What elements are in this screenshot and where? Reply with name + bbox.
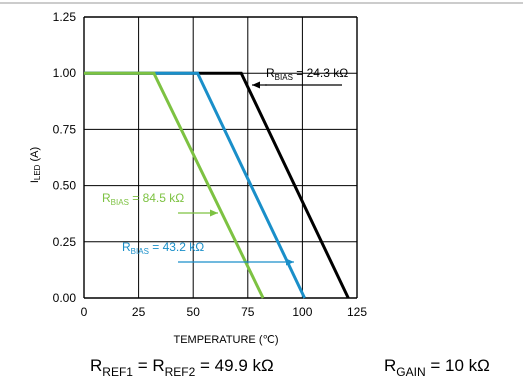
x-tick-label: 25 [132, 305, 146, 319]
y-tick-label: 0.50 [53, 179, 77, 193]
annotation-arrows [178, 81, 342, 266]
x-axis-ticks: 0 25 50 75 100 125 [81, 305, 368, 319]
series-line-2 [84, 71, 265, 299]
y-tick-label: 0.75 [53, 122, 77, 136]
y-tick-label: 0.25 [53, 235, 77, 249]
arrow-24-3-head [252, 81, 260, 89]
annotation-rbias-84-5: RBIAS = 84.5 kΩ [102, 191, 184, 207]
series-lines [84, 71, 350, 299]
annotation-rbias-43-2: RBIAS = 43.2 kΩ [122, 240, 204, 256]
rref-formula: RREF1 = RREF2 = 49.9 kΩ [90, 356, 274, 379]
x-tick-label: 50 [187, 305, 201, 319]
arrow-43-2-head [286, 258, 294, 266]
x-tick-label: 0 [81, 305, 88, 319]
x-tick-label: 75 [241, 305, 255, 319]
x-tick-label: 125 [347, 305, 367, 319]
led-current-chart: 0 25 50 75 100 125 0.00 0.25 0.50 0.75 1.00 1.25 T… [0, 2, 523, 346]
y-tick-label: 1.25 [53, 10, 77, 24]
rgain-formula: RGAIN = 10 kΩ [384, 356, 490, 379]
annotation-rbias-24-3: RBIAS = 24.3 kΩ [266, 66, 348, 82]
x-axis-title: TEMPERATURE (℃) [173, 334, 278, 346]
y-tick-label: 0.00 [53, 291, 77, 305]
grid [83, 16, 358, 299]
y-axis-ticks: 0.00 0.25 0.50 0.75 1.00 1.25 [53, 10, 77, 305]
y-axis-title: ILED (A) [29, 147, 42, 183]
x-tick-label: 100 [292, 305, 312, 319]
arrow-84-5-head [210, 209, 218, 217]
y-tick-label: 1.00 [53, 66, 77, 80]
